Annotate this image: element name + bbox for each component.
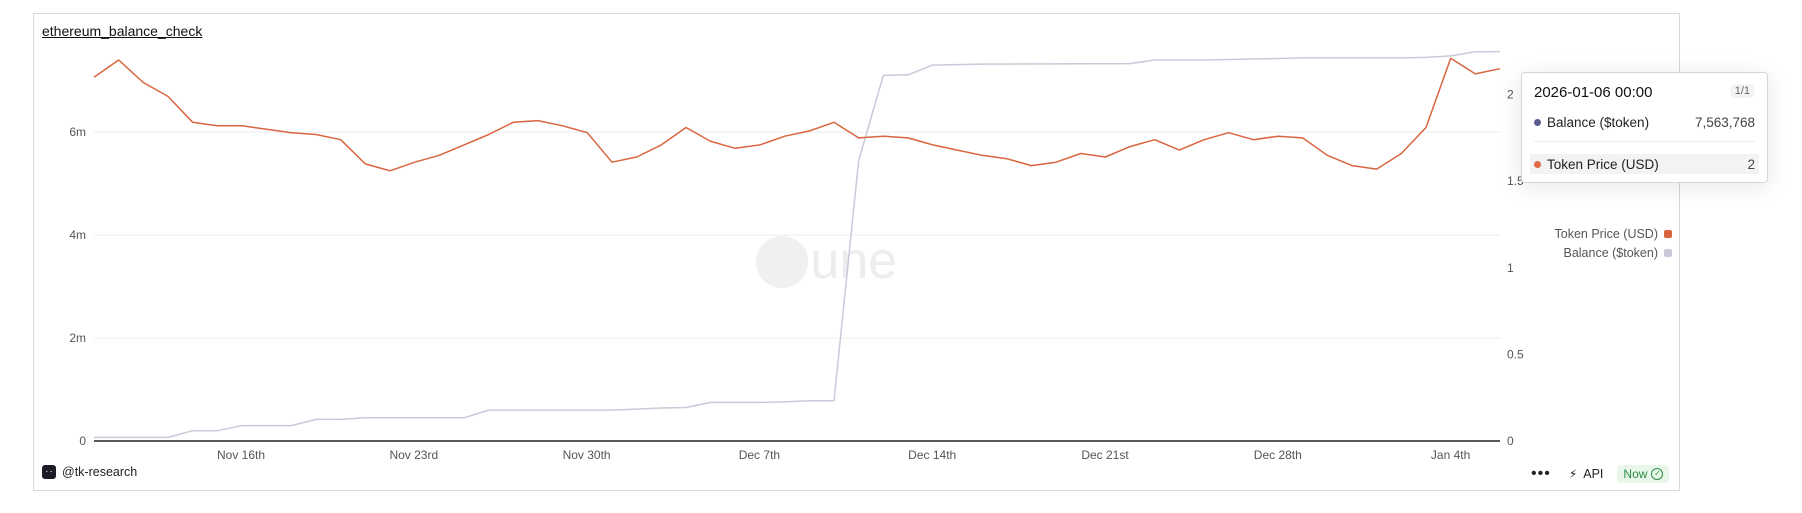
legend-label: Balance ($token) <box>1563 245 1658 260</box>
y-left-tick-label: 4m <box>69 228 86 242</box>
author-name: @tk-research <box>62 465 138 479</box>
y-left-tick-label: 0 <box>79 434 86 448</box>
legend-swatch-token-price <box>1664 229 1672 238</box>
author-link[interactable]: ·· @tk-research <box>42 465 137 479</box>
refresh-status-badge[interactable]: Now ✓ <box>1617 465 1670 483</box>
legend-item-balance[interactable]: Balance ($token) <box>1555 243 1672 262</box>
legend-label: Token Price (USD) <box>1554 226 1659 241</box>
author-logo-icon: ·· <box>42 465 56 479</box>
y-right-tick-label: 0.5 <box>1507 347 1524 361</box>
y-right-tick-label: 0 <box>1507 434 1514 448</box>
tooltip-dot-token-price <box>1534 160 1541 168</box>
tooltip-date: 2026-01-06 00:00 <box>1534 84 1653 101</box>
now-label: Now <box>1623 467 1648 481</box>
chart-panel <box>33 13 1680 491</box>
y-left-tick-label: 6m <box>69 125 86 139</box>
chart-title[interactable]: ethereum_balance_check <box>42 23 203 39</box>
series-line-balance-token[interactable] <box>94 50 1501 439</box>
y-right-tick-label: 1 <box>1507 261 1514 275</box>
plug-icon: ⚡ <box>1568 467 1578 481</box>
x-tick-label: Nov 23rd <box>389 448 438 462</box>
series-line-token-price-usd[interactable] <box>93 57 1501 172</box>
tooltip-row-token-price: Token Price (USD) 2 <box>1530 154 1759 174</box>
legend-item-token-price[interactable]: Token Price (USD) <box>1554 224 1672 243</box>
tooltip-label: Token Price (USD) <box>1547 156 1659 172</box>
chart-tooltip: 2026-01-06 00:00 1/1 Balance ($token) 7,… <box>1521 72 1768 183</box>
footer-actions: ••• ⚡ API Now ✓ <box>1531 465 1670 483</box>
check-circle-icon: ✓ <box>1651 468 1664 480</box>
x-tick-label: Dec 14th <box>908 448 956 462</box>
more-options-icon[interactable]: ••• <box>1531 465 1551 482</box>
tooltip-page-count: 1/1 <box>1729 84 1755 98</box>
tooltip-dot-balance <box>1534 118 1541 126</box>
y-right-tick-label: 1.5 <box>1507 174 1524 188</box>
tooltip-value: 2 <box>1747 156 1755 172</box>
tooltip-value: 7,563,768 <box>1694 114 1755 130</box>
api-button[interactable]: ⚡ API <box>1569 467 1604 481</box>
x-tick-label: Dec 7th <box>739 448 780 462</box>
watermark-logo <box>756 236 808 288</box>
legend-swatch-balance <box>1664 248 1672 257</box>
x-tick-label: Dec 28th <box>1254 448 1302 462</box>
x-tick-label: Jan 4th <box>1431 448 1470 462</box>
ticks-layer: 0 2m 4m 6m 0 0.5 1 1.5 2 Nov 16th Nov 23rd Nov 30th… <box>69 88 1524 462</box>
series-layer <box>93 50 1501 439</box>
tooltip-row-balance: Balance ($token) 7,563,768 <box>1534 112 1755 132</box>
x-tick-label: Nov 16th <box>217 448 265 462</box>
x-tick-label: Nov 30th <box>563 448 611 462</box>
tooltip-label: Balance ($token) <box>1547 114 1650 130</box>
legend: Token Price (USD) Balance ($token) <box>1554 224 1672 262</box>
x-tick-label: Dec 21st <box>1081 448 1129 462</box>
api-label: API <box>1583 467 1604 481</box>
y-left-tick-label: 2m <box>69 331 86 345</box>
tooltip-divider <box>1534 141 1755 142</box>
y-right-tick-label: 2 <box>1507 88 1514 102</box>
